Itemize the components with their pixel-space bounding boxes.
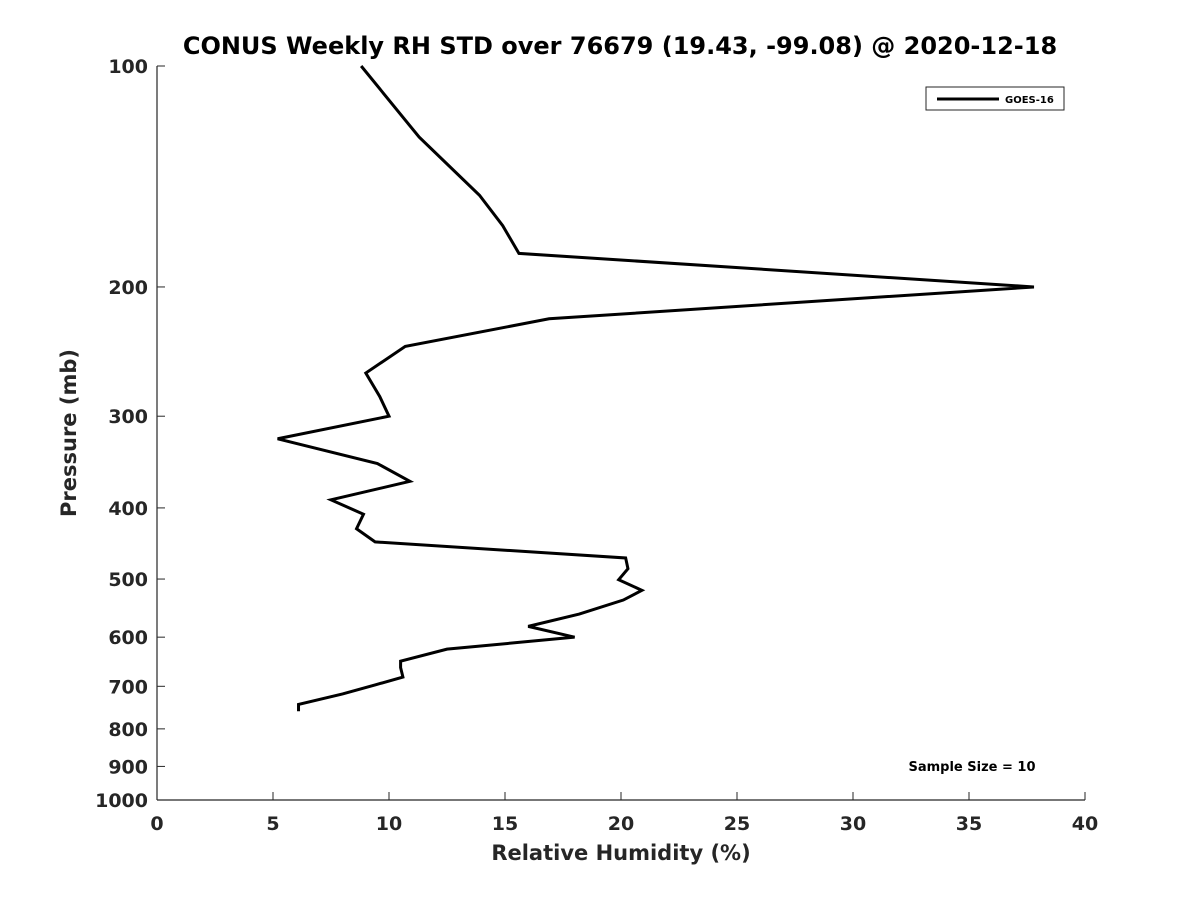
x-tick-label-20: 20	[608, 813, 634, 835]
x-tick-label-5: 5	[266, 813, 279, 835]
y-ticks: 100 200 300 400 500 600 700 800 900 1000	[95, 56, 165, 812]
sample-size-annotation: Sample Size = 10	[908, 760, 1035, 775]
y-tick-label-1000: 1000	[95, 790, 148, 812]
y-tick-label-800: 800	[108, 719, 148, 741]
x-ticks: 0 5 10 15 20 25 30 35 40	[150, 792, 1098, 835]
legend-label-goes-16: GOES-16	[1005, 95, 1054, 106]
axes	[156, 66, 1085, 801]
y-tick-label-700: 700	[108, 676, 148, 698]
y-tick-label-500: 500	[108, 569, 148, 591]
x-tick-label-35: 35	[956, 813, 982, 835]
series-line-goes-16	[277, 65, 1035, 712]
x-tick-label-15: 15	[492, 813, 518, 835]
x-tick-label-30: 30	[840, 813, 866, 835]
chart-title: CONUS Weekly RH STD over 76679 (19.43, -…	[183, 32, 1057, 60]
x-tick-label-10: 10	[376, 813, 402, 835]
legend: GOES-16	[925, 86, 1065, 111]
y-tick-label-100: 100	[108, 56, 148, 78]
y-tick-label-400: 400	[108, 498, 148, 520]
x-tick-label-0: 0	[150, 813, 163, 835]
series-group	[277, 65, 1035, 712]
y-tick-label-200: 200	[108, 277, 148, 299]
x-tick-label-40: 40	[1072, 813, 1098, 835]
x-axis-label: Relative Humidity (%)	[491, 841, 750, 865]
y-tick-label-900: 900	[108, 756, 148, 778]
x-tick-label-25: 25	[724, 813, 750, 835]
y-axis-label: Pressure (mb)	[57, 349, 81, 517]
y-tick-label-600: 600	[108, 627, 148, 649]
y-tick-label-300: 300	[108, 406, 148, 428]
